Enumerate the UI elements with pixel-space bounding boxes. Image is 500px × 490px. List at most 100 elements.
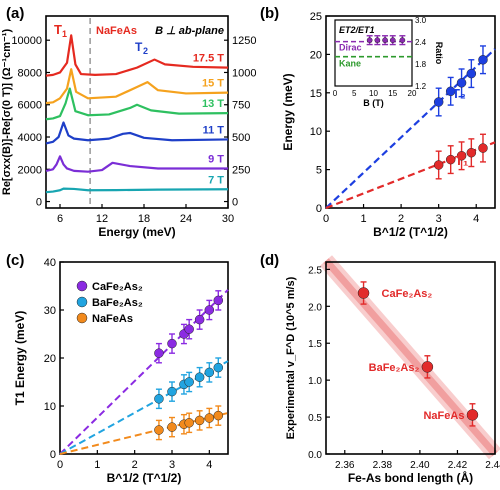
series-label-t1: T₁ <box>455 153 468 168</box>
series-line <box>45 187 229 194</box>
trend-band-inner <box>323 258 498 457</box>
x-tick-label: 2.38 <box>373 460 393 471</box>
series-label: 15 T <box>202 78 224 90</box>
inset-x-tick-label: 10 <box>369 89 378 98</box>
point-label: BaFe₂As₂ <box>369 362 420 374</box>
inset-x-tick-label: 15 <box>388 89 397 98</box>
y-tick-label: 0.5 <box>308 413 322 424</box>
y-tick-label: 10000 <box>11 35 42 47</box>
y-axis-label: Energy (meV) <box>281 73 295 150</box>
data-point <box>167 338 177 349</box>
data-point <box>466 147 477 158</box>
inset-y-tick-label: 3.0 <box>415 16 427 25</box>
legend-marker <box>76 312 88 324</box>
panel-a: 6 12 18 24 300200040006000800010000025050075… <box>1 15 256 239</box>
data-point <box>194 415 205 426</box>
x-tick-label: 2 <box>132 459 138 471</box>
x-tick-label: 2 <box>398 213 404 225</box>
inset-line-label: Kane <box>339 59 361 69</box>
x-tick-label: 18 <box>138 213 150 225</box>
legend-marker <box>76 296 88 308</box>
x-tick-label: 24 <box>180 213 192 225</box>
y-tick-label: 0.0 <box>308 450 322 461</box>
panel-label-b: (b) <box>260 5 279 22</box>
y-tick-label: 6000 <box>18 100 42 112</box>
data-point <box>445 86 456 97</box>
series-line <box>45 68 229 105</box>
data-point <box>466 68 477 79</box>
inset-data-point <box>374 37 381 44</box>
inset-y-axis-label: Ratio <box>434 42 444 65</box>
legend-label: BaFe₂As₂ <box>92 297 143 309</box>
annotation-t2: T <box>135 40 143 54</box>
inset-frame <box>334 19 413 87</box>
inset-x-axis-label: B (T) <box>363 98 384 108</box>
series-label: 13 T <box>202 98 224 110</box>
data-point <box>213 295 224 306</box>
series-line <box>45 34 229 77</box>
series-label: 11 T <box>203 124 225 136</box>
y-tick-label: 0 <box>50 449 56 461</box>
y-tick-label: 10 <box>310 126 322 138</box>
y-tick-label: 20 <box>310 49 322 61</box>
data-point <box>184 377 194 387</box>
data-point <box>433 97 444 107</box>
data-point <box>184 324 194 334</box>
panel-label-a: (a) <box>6 5 24 22</box>
x-tick-label: 0 <box>57 459 63 471</box>
y-tick-label: 0 <box>316 203 322 215</box>
y-tick-label: 1.0 <box>308 376 322 387</box>
inset-y-tick-label: 1.8 <box>415 60 427 69</box>
data-point <box>421 361 434 373</box>
y-axis-label: Re[σxx(B)]-Re[σ(0 T)] (Ω⁻¹cm⁻¹) <box>1 29 13 196</box>
data-point <box>194 314 205 325</box>
data-point <box>194 372 205 382</box>
y-right-tick-label: 0 <box>232 197 238 209</box>
inset-data-point <box>389 37 396 44</box>
data-point <box>456 151 467 161</box>
data-point <box>466 409 479 421</box>
x-tick-label: 6 <box>57 213 63 225</box>
panel-d: 2.36 2.38 2.40 2.42 2.44 0.0 0.5 1.0 1.5 2.0 2.5 Ca… <box>285 255 500 485</box>
y-tick-label: 30 <box>44 305 56 317</box>
inset-data-point <box>399 37 406 44</box>
y-tick-label: 2.5 <box>308 265 322 276</box>
plot-frame <box>325 15 496 209</box>
x-tick-label: 2.40 <box>410 460 430 471</box>
y-tick-label: 4000 <box>18 132 42 144</box>
inset-x-tick-label: 0 <box>333 89 338 98</box>
point-label: CaFe₂As₂ <box>382 288 433 300</box>
inset-x-tick-label: 5 <box>352 89 357 98</box>
plot-frame <box>59 261 229 455</box>
fit-line <box>59 289 229 455</box>
annotation-t2-sub: 2 <box>143 46 148 56</box>
annotation-t1-sub: 1 <box>62 29 67 39</box>
y-axis-label: Experimental v_F^D (10^5 m/s) <box>285 276 297 439</box>
legend-label: NaFeAs <box>92 313 133 325</box>
y-tick-label: 2.0 <box>308 302 322 313</box>
x-tick-label: 3 <box>169 459 175 471</box>
y-tick-label: 25 <box>310 11 322 23</box>
x-tick-label: 0 <box>323 213 329 225</box>
y-tick-label: 0 <box>36 197 42 209</box>
data-point <box>204 367 215 378</box>
x-axis-label: Fe-As bond length (Å) <box>348 470 473 485</box>
x-tick-label: 3 <box>436 213 442 225</box>
x-tick-label: 1 <box>94 459 100 471</box>
series-label-t2: T₂ <box>452 86 466 101</box>
x-tick-label: 2.36 <box>335 460 355 471</box>
inset-line-label: Dirac <box>339 43 362 53</box>
series-line <box>45 155 228 173</box>
y-axis-label: T1 Energy (meV) <box>13 311 27 406</box>
inset-data-point <box>366 37 373 44</box>
x-tick-label: 4 <box>206 459 212 471</box>
annotation-field: B ⊥ ab-plane <box>155 25 224 37</box>
plot-frame <box>325 261 496 455</box>
data-point <box>154 348 164 358</box>
y-tick-label: 8000 <box>18 67 42 79</box>
x-tick-label: 1 <box>360 213 366 225</box>
y-tick-label: 2000 <box>18 164 42 176</box>
series-line <box>45 121 229 145</box>
inset-y-tick-label: 2.4 <box>415 38 427 47</box>
